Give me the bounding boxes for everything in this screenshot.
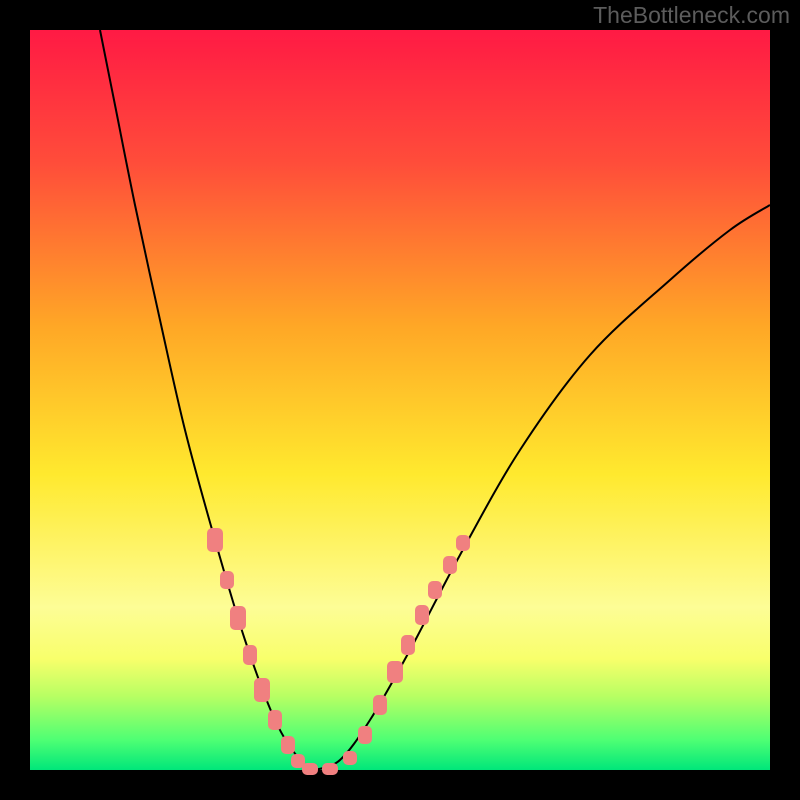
watermark-text: TheBottleneck.com	[593, 2, 790, 28]
data-marker	[373, 695, 387, 715]
data-marker	[428, 581, 442, 599]
data-marker	[268, 710, 282, 730]
data-marker	[243, 645, 257, 665]
plot-area	[30, 30, 770, 770]
data-marker	[207, 528, 223, 552]
data-marker	[387, 661, 403, 683]
data-marker	[343, 751, 357, 765]
data-marker	[230, 606, 246, 630]
data-marker	[302, 763, 318, 775]
data-marker	[415, 605, 429, 625]
data-marker	[358, 726, 372, 744]
data-marker	[281, 736, 295, 754]
data-marker	[401, 635, 415, 655]
data-marker	[456, 535, 470, 551]
bottleneck-chart: TheBottleneck.com	[0, 0, 800, 800]
data-marker	[322, 763, 338, 775]
data-marker	[443, 556, 457, 574]
data-marker	[220, 571, 234, 589]
data-marker	[254, 678, 270, 702]
